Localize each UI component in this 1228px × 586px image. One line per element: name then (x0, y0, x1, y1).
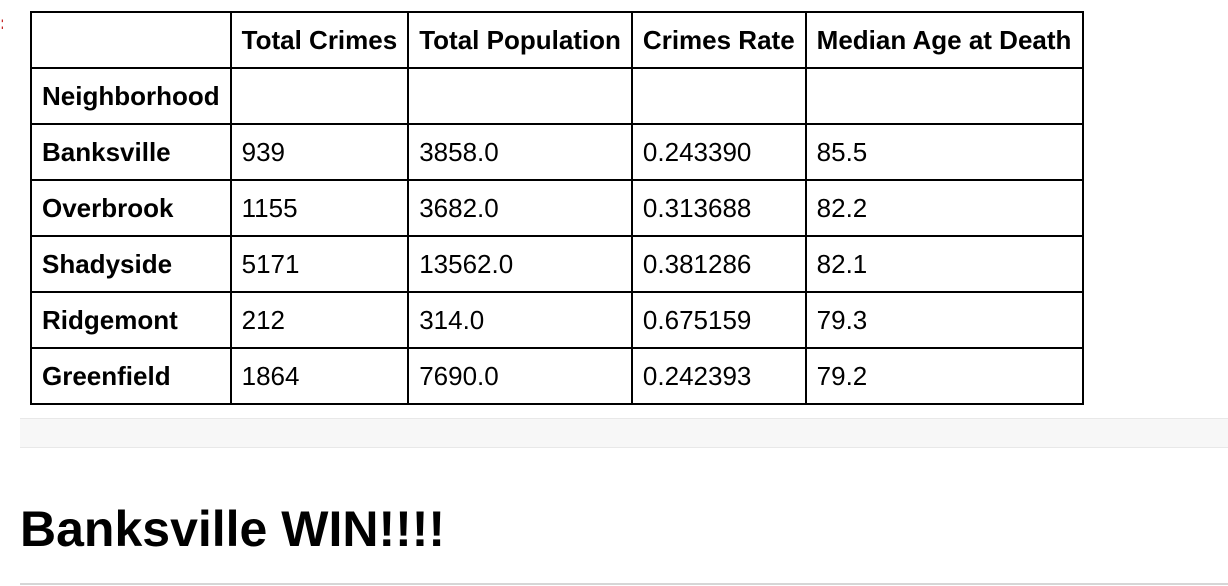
table-row: Ridgemont 212 314.0 0.675159 79.3 (30, 291, 1084, 349)
row-index-label: Shadyside (30, 235, 232, 293)
empty-header-cell (229, 67, 410, 125)
column-header-row: Total Crimes Total Population Crimes Rat… (30, 11, 1084, 69)
table-cell: 82.2 (804, 179, 1084, 237)
empty-header-cell (804, 67, 1084, 125)
empty-header-cell (630, 67, 807, 125)
table-cell: 82.1 (804, 235, 1084, 293)
table-cell: 0.675159 (630, 291, 807, 349)
table-row: Banksville 939 3858.0 0.243390 85.5 (30, 123, 1084, 181)
corner-cell (30, 11, 232, 69)
table-cell: 0.313688 (630, 179, 807, 237)
table-cell: 85.5 (804, 123, 1084, 181)
table-cell: 0.381286 (630, 235, 807, 293)
table-cell: 7690.0 (407, 347, 633, 405)
dataframe-table: Total Crimes Total Population Crimes Rat… (30, 11, 1084, 405)
prompt-marker: : (0, 14, 3, 32)
table-cell: 1864 (229, 347, 410, 405)
empty-header-cell (407, 67, 633, 125)
table-cell: 314.0 (407, 291, 633, 349)
table-row: Greenfield 1864 7690.0 0.242393 79.2 (30, 347, 1084, 405)
row-index-label: Ridgemont (30, 291, 232, 349)
index-name-header: Neighborhood (30, 67, 232, 125)
row-index-label: Overbrook (30, 179, 232, 237)
column-header: Median Age at Death (804, 11, 1084, 69)
column-header: Crimes Rate (630, 11, 807, 69)
table-cell: 79.2 (804, 347, 1084, 405)
column-header: Total Crimes (229, 11, 410, 69)
table-cell: 79.3 (804, 291, 1084, 349)
table-cell: 0.243390 (630, 123, 807, 181)
table-cell: 5171 (229, 235, 410, 293)
table-row: Shadyside 5171 13562.0 0.381286 82.1 (30, 235, 1084, 293)
table-cell: 212 (229, 291, 410, 349)
cell-divider (20, 583, 1228, 585)
output-footer-bar (20, 418, 1228, 448)
column-header: Total Population (407, 11, 633, 69)
table-cell: 3858.0 (407, 123, 633, 181)
table-cell: 0.242393 (630, 347, 807, 405)
row-index-label: Banksville (30, 123, 232, 181)
table-cell: 3682.0 (407, 179, 633, 237)
table-cell: 939 (229, 123, 410, 181)
table-cell: 13562.0 (407, 235, 633, 293)
table-cell: 1155 (229, 179, 410, 237)
row-index-label: Greenfield (30, 347, 232, 405)
markdown-heading: Banksville WIN!!!! (20, 501, 446, 557)
index-name-row: Neighborhood (30, 67, 1084, 125)
table-row: Overbrook 1155 3682.0 0.313688 82.2 (30, 179, 1084, 237)
